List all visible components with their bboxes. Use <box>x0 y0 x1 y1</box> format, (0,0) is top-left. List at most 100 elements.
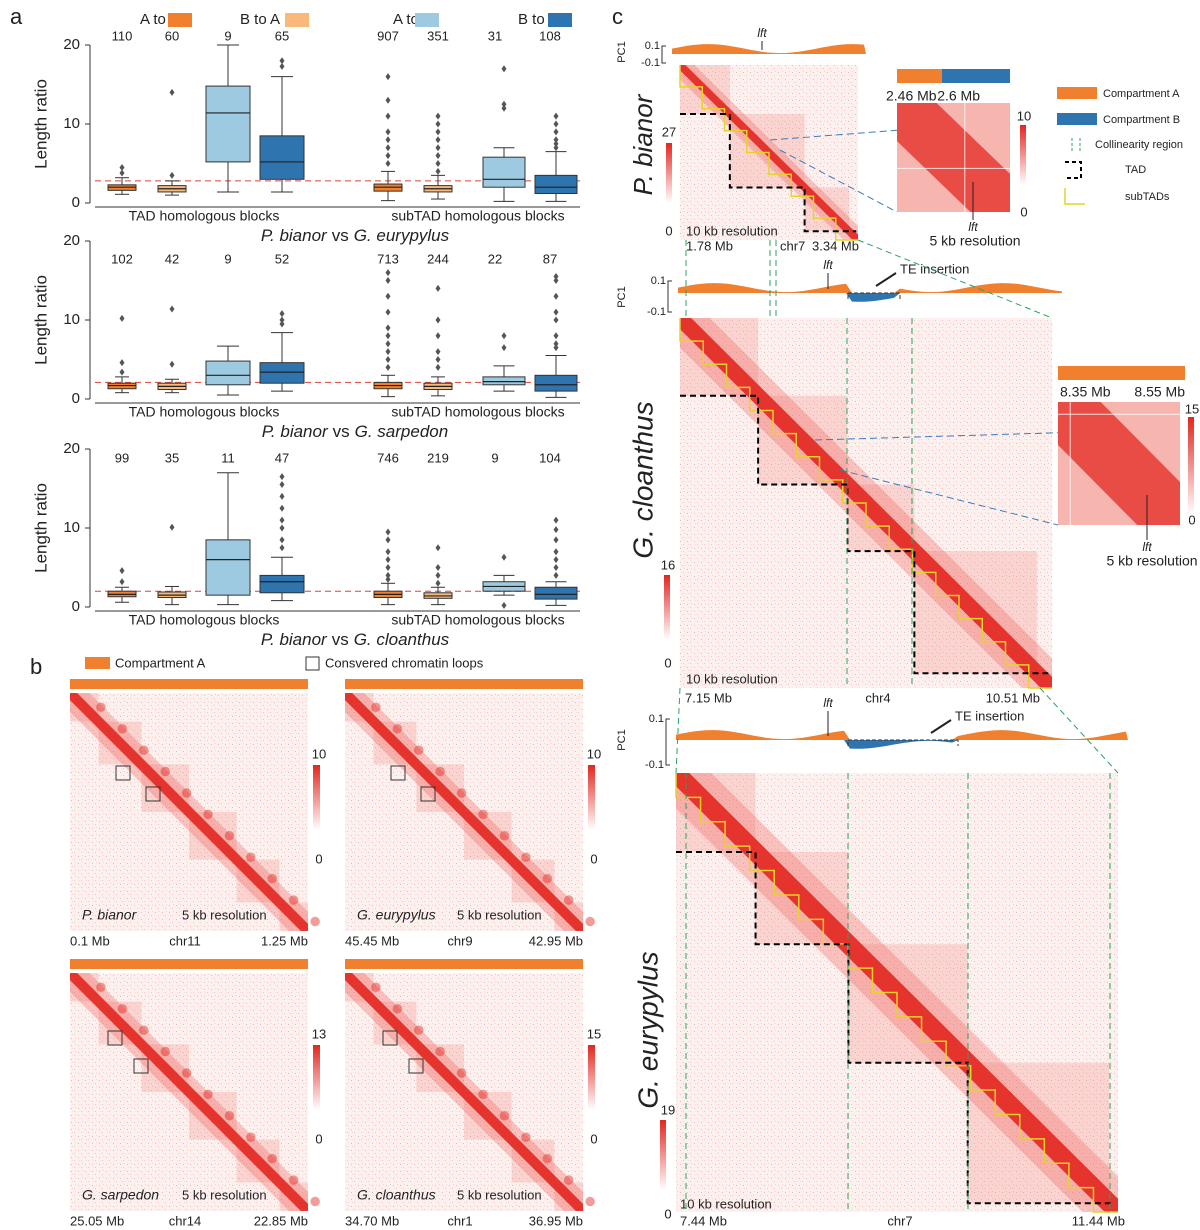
zoom-line <box>814 432 1059 441</box>
outlier <box>279 57 285 65</box>
outlier <box>435 348 441 356</box>
outlier <box>553 316 559 324</box>
comparison-part: G. sarpedon <box>355 422 449 441</box>
loop-spot <box>224 1111 235 1121</box>
legend-swatch <box>415 13 439 27</box>
outlier <box>553 548 559 556</box>
compartment-bar <box>70 679 308 689</box>
group-label: TAD homologous blocks <box>129 612 280 628</box>
legend-swatch <box>1064 188 1085 205</box>
outlier <box>169 171 175 179</box>
comparison-part: P. bianor <box>262 422 329 441</box>
y-tick-label: 0 <box>72 598 80 615</box>
count-label: 102 <box>111 251 133 266</box>
box <box>205 539 251 596</box>
pc1-axis <box>667 280 672 313</box>
loop-spot <box>563 1175 574 1185</box>
compartment-bar <box>70 959 308 969</box>
box <box>205 85 251 163</box>
loop-box <box>115 765 131 781</box>
loop-spot <box>392 1003 403 1014</box>
compartment-bar <box>942 69 1010 83</box>
loop-box <box>145 786 161 802</box>
colorbar-max: 10 <box>312 746 326 761</box>
panel-label: a <box>10 4 23 29</box>
outlier <box>385 363 391 371</box>
compartment-bar <box>345 679 583 689</box>
y-tick-label: 20 <box>63 36 80 53</box>
group-label: TAD homologous blocks <box>129 404 280 420</box>
pc1-tick-label: 0.1 <box>649 713 664 725</box>
outlier <box>501 100 507 108</box>
outlier <box>553 140 559 148</box>
coordinate-start: 45.45 Mb <box>345 933 399 948</box>
loop-box <box>408 1058 424 1074</box>
outlier <box>435 160 441 167</box>
outlier <box>119 314 125 322</box>
outlier <box>385 292 391 300</box>
box <box>482 156 526 188</box>
pc1-tick-label: 0.1 <box>651 275 666 287</box>
outlier <box>501 65 507 73</box>
outlier <box>385 528 391 536</box>
outlier <box>279 473 285 481</box>
outlier <box>435 571 441 579</box>
legend-label: Compartment A <box>115 655 206 670</box>
colorbar-min: 0 <box>315 851 322 866</box>
y-axis-label: Length ratio <box>31 483 50 573</box>
outlier <box>279 481 285 489</box>
outlier <box>385 144 391 152</box>
panel-label: c <box>612 4 623 29</box>
outlier <box>435 579 441 587</box>
loop-spot <box>288 895 299 905</box>
outlier <box>435 167 441 175</box>
loop-spot <box>478 1089 488 1100</box>
te-label: TE insertion <box>955 708 1024 723</box>
resolution-label: 10 kb resolution <box>686 223 778 238</box>
loop-spot <box>267 1153 278 1164</box>
outlier <box>385 536 391 544</box>
loop-spot <box>478 809 488 820</box>
resolution-label: 5 kb resolution <box>1106 553 1197 569</box>
subtad-outline <box>679 65 858 241</box>
legend-swatch <box>1057 87 1097 99</box>
loop-spot <box>585 916 595 927</box>
loop-spot <box>542 1153 553 1164</box>
coordinate-start: 7.15 Mb <box>685 690 732 705</box>
legend-swatch <box>168 13 192 27</box>
coordinate-end: 22.85 Mb <box>254 1213 308 1228</box>
outlier <box>385 160 391 167</box>
count-label: 9 <box>224 28 231 43</box>
loop-spot <box>96 982 106 993</box>
subtad-outline <box>679 318 1052 689</box>
pc1-label: PC1 <box>616 286 628 307</box>
count-label: 65 <box>275 28 289 43</box>
outlier <box>385 564 391 571</box>
species-label: G. cloanthus <box>627 401 658 558</box>
subtad-outline <box>675 773 1118 1213</box>
compartment-bar <box>345 959 583 969</box>
y-axis-label: Length ratio <box>31 79 50 169</box>
outlier <box>553 516 559 524</box>
comparison-part: vs <box>333 422 350 441</box>
loop-spot <box>181 788 192 798</box>
coordinate-end: 42.95 Mb <box>529 933 583 948</box>
chromosome-label: chr1 <box>447 1213 472 1228</box>
legend-label: TAD <box>1125 164 1146 176</box>
box <box>534 586 578 600</box>
te-label: TE insertion <box>900 261 969 276</box>
outlier <box>435 564 441 571</box>
outlier <box>119 169 125 177</box>
collinearity-line <box>1039 687 1119 774</box>
outlier <box>279 536 285 544</box>
loop-spot <box>371 982 381 993</box>
colorbar-min: 0 <box>664 655 671 670</box>
colorbar-max: 15 <box>1185 401 1199 416</box>
resolution-label: 5 kb resolution <box>182 1187 267 1202</box>
outlier <box>553 344 559 352</box>
y-tick-label: 20 <box>63 440 80 457</box>
legend-swatch <box>285 13 309 27</box>
outlier <box>385 348 391 356</box>
legend-swatch <box>85 657 110 669</box>
